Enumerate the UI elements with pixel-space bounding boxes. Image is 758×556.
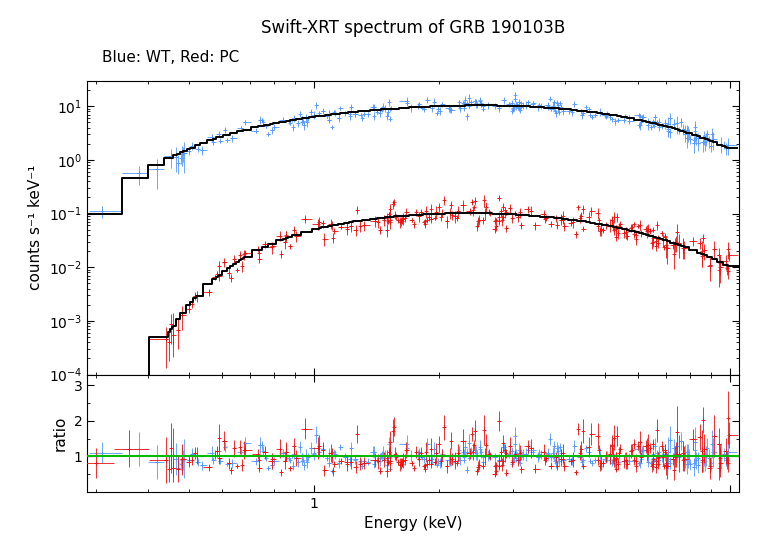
Y-axis label: ratio: ratio — [53, 415, 68, 451]
Y-axis label: counts s⁻¹ keV⁻¹: counts s⁻¹ keV⁻¹ — [28, 165, 43, 290]
Text: Swift-XRT spectrum of GRB 190103B: Swift-XRT spectrum of GRB 190103B — [261, 19, 565, 37]
X-axis label: Energy (keV): Energy (keV) — [364, 517, 462, 532]
Text: Blue: WT, Red: PC: Blue: WT, Red: PC — [102, 50, 240, 65]
